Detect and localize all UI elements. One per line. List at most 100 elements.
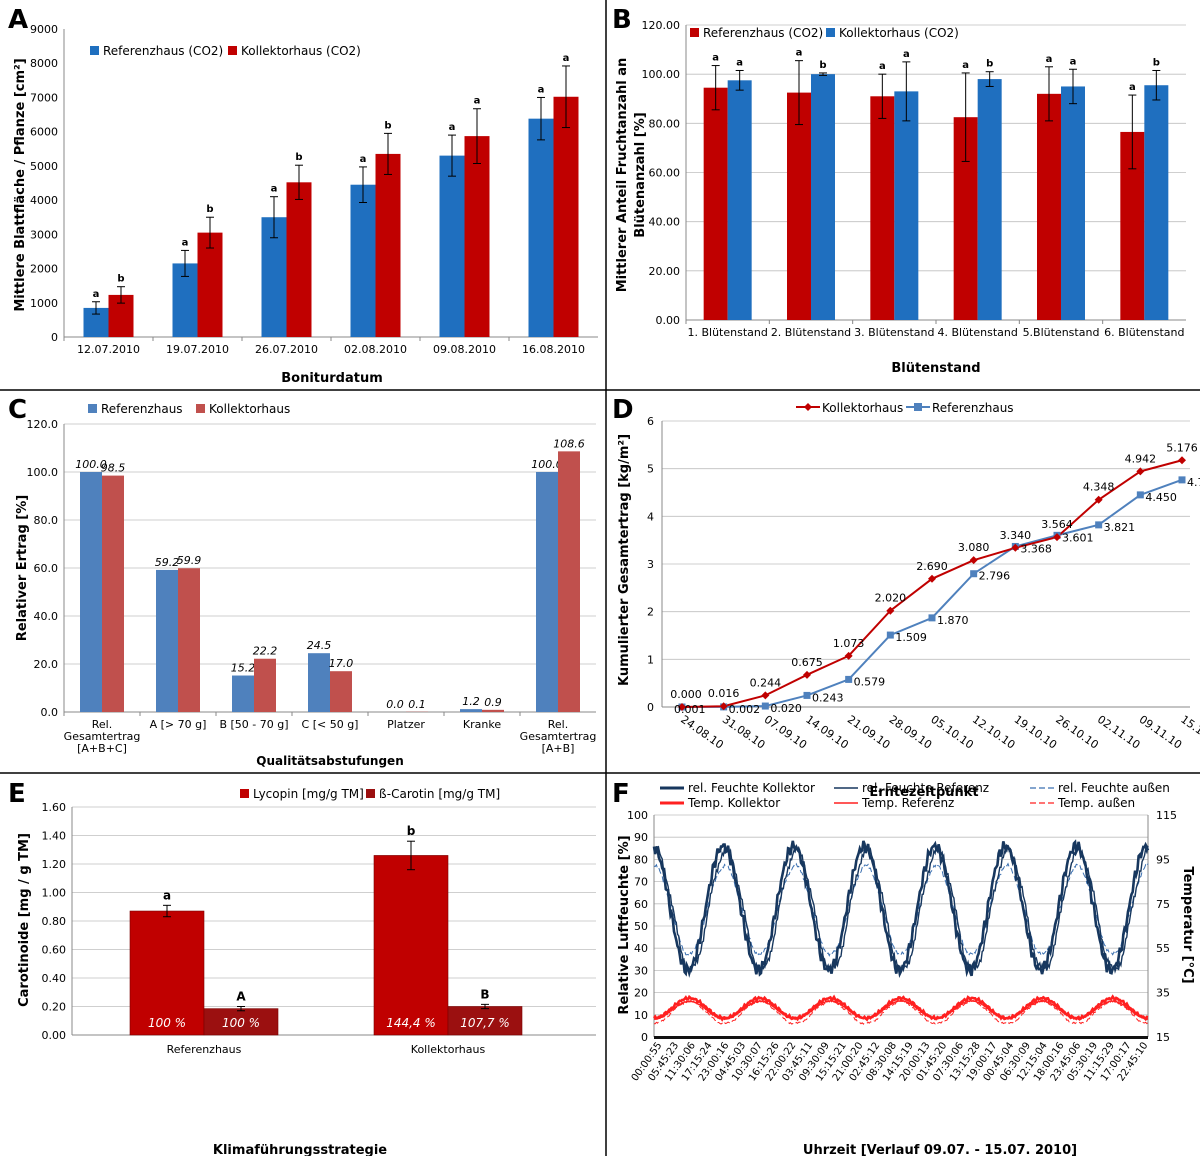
bar-lycopin <box>373 855 449 1036</box>
y-tick-label: 60.00 <box>649 167 681 180</box>
bar-series2 <box>197 232 223 337</box>
y-tick-label: 6000 <box>30 126 58 139</box>
legend-swatch <box>826 28 835 37</box>
significance-letter: b <box>206 204 213 215</box>
y-tick-label-left: 10 <box>634 1009 648 1022</box>
y-tick-label: 1.00 <box>42 887 67 900</box>
data-label-kollektorhaus: 0.244 <box>750 676 782 689</box>
data-label-referenzhaus: 4.765 <box>1187 476 1200 489</box>
x-axis-title: Boniturdatum <box>281 371 383 386</box>
series-line-temp-kollektor <box>652 994 1149 1022</box>
y-tick-label: 0.00 <box>42 1029 67 1042</box>
bar-series1 <box>703 87 728 320</box>
x-tick-label: 09.08.2010 <box>433 343 496 356</box>
percent-label: 100 % <box>148 1016 186 1030</box>
bar-series2 <box>254 658 276 712</box>
legend-label: Kollektorhaus <box>209 402 290 416</box>
bar-series2 <box>977 79 1002 320</box>
legend-label: rel. Feuchte Referenz <box>862 781 989 795</box>
y-axis-title: Mittlere Blattfläche / Pflanze [cm²] <box>13 58 28 311</box>
data-label: 108.6 <box>553 437 585 450</box>
data-label: 59.9 <box>177 554 202 567</box>
legend-label: Referenzhaus (CO2) <box>703 26 823 40</box>
x-tick-label: Gesamtertrag <box>520 730 597 743</box>
data-point-referenzhaus <box>1178 476 1186 484</box>
bar-series2 <box>558 451 580 712</box>
significance-letter: a <box>1070 56 1077 67</box>
significance-letter: a <box>93 289 100 300</box>
y-tick-label-left: 40 <box>634 942 648 955</box>
percent-label: 107,7 % <box>460 1016 510 1030</box>
bar-series1 <box>787 92 811 321</box>
y-axis-title: Mittlerer Anteil Fruchtanzahl an <box>615 58 630 293</box>
bar-series2 <box>727 80 752 320</box>
y-tick-label-left: 80 <box>634 853 648 866</box>
bar-series2 <box>1144 85 1169 321</box>
significance-letter: b <box>819 60 826 71</box>
x-tick-label: [A+B+C] <box>77 742 127 755</box>
y-tick-label: 0.60 <box>42 944 67 957</box>
percent-label: 100 % <box>222 1016 260 1030</box>
y-tick-label: 20.00 <box>649 265 681 278</box>
data-label-referenzhaus: 3.368 <box>1020 542 1051 555</box>
panel-e: E Lycopin [mg/g TM] ß-Carotin [mg/g TM] 0.0… <box>8 779 596 1156</box>
data-point-kollektorhaus <box>844 651 853 660</box>
legend-label: ß-Carotin [mg/g TM] <box>379 787 500 801</box>
y-tick-label: 1.60 <box>42 801 67 814</box>
significance-letter: a <box>474 96 481 107</box>
data-point-kollektorhaus <box>1053 533 1061 542</box>
data-label-kollektorhaus: 1.073 <box>833 637 865 650</box>
y-tick-label-left: 60 <box>634 898 648 911</box>
significance-letter: a <box>712 53 719 64</box>
data-point-kollektorhaus <box>719 702 728 711</box>
y-tick-label-left: 50 <box>634 920 648 933</box>
bar-lycopin <box>129 910 205 1036</box>
legend-label: Kollektorhaus (CO2) <box>241 44 361 58</box>
y-tick-label: 0.00 <box>656 314 681 327</box>
legend-label: Referenzhaus <box>932 401 1014 415</box>
x-tick-label: 6. Blütenstand <box>1104 326 1184 339</box>
legend-swatch <box>196 404 205 413</box>
data-label: 15.2 <box>231 662 256 675</box>
y-axis-title: Relativer Ertrag [%] <box>15 495 30 641</box>
significance-letter: b <box>1153 57 1160 68</box>
data-point-kollektorhaus <box>1094 495 1103 504</box>
data-label-kollektorhaus: 2.690 <box>916 560 948 573</box>
data-point-referenzhaus <box>928 614 936 622</box>
y-tick-label: 9000 <box>30 23 58 36</box>
data-label: 22.2 <box>253 645 278 658</box>
legend-label: Kollektorhaus (CO2) <box>839 26 959 40</box>
y-tick-label: 0.0 <box>41 706 59 719</box>
data-label-referenzhaus: 0.002 <box>729 703 761 716</box>
x-axis-title: Erntezeitpunkt <box>869 785 978 800</box>
data-point-kollektorhaus <box>678 703 686 711</box>
legend-label: Temp. Referenz <box>861 796 954 810</box>
significance-letter: B <box>480 987 489 1001</box>
x-tick-label: Platzer <box>387 718 425 731</box>
y-tick-label: 60.0 <box>34 562 59 575</box>
significance-letter: b <box>407 824 416 838</box>
x-tick-label: Rel. <box>92 718 112 731</box>
x-tick-label: 3. Blütenstand <box>854 326 934 339</box>
legend-label: Temp. Kollektor <box>687 796 780 810</box>
y-tick-label: 1 <box>647 653 654 666</box>
panel-b: B Referenzhaus (CO2) Kollektorhaus (CO2) 0.… <box>612 5 1186 376</box>
bar-series2 <box>464 136 490 337</box>
significance-letter: a <box>563 53 570 64</box>
x-tick-label: 19.07.2010 <box>166 343 229 356</box>
bar-series2 <box>811 74 835 321</box>
data-label: 0.1 <box>408 698 426 711</box>
legend-label: Lycopin [mg/g TM] <box>253 787 364 801</box>
x-tick-label: Kranke <box>463 718 501 731</box>
x-tick-label: 1. Blütenstand <box>687 326 767 339</box>
data-label: 0.0 <box>386 698 404 711</box>
data-label-referenzhaus: 1.509 <box>895 631 927 644</box>
significance-letter: a <box>736 57 743 68</box>
y-tick-label: 100.0 <box>27 466 59 479</box>
panel-letter: A <box>8 5 28 35</box>
data-label: 0.9 <box>484 696 502 709</box>
y-tick-label-right: 115 <box>1156 809 1177 822</box>
y-tick-label: 40.0 <box>34 610 59 623</box>
